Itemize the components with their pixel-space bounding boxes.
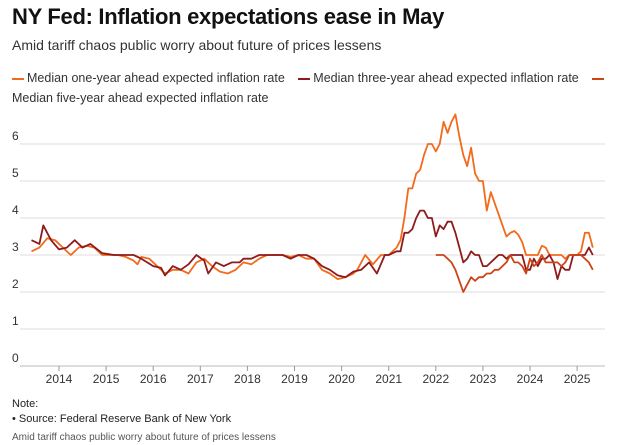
legend-swatch (12, 77, 24, 80)
x-tick-label: 2021 (375, 372, 402, 386)
x-tick-label: 2025 (564, 372, 591, 386)
legend-item-five-year: Median five-year ahead expected inflatio… (12, 71, 607, 105)
y-tick-label: 1 (12, 314, 19, 328)
y-tick-label: 0 (12, 351, 19, 365)
series-line-three-year (31, 209, 594, 280)
x-tick-label: 2022 (422, 372, 449, 386)
x-tick-label: 2016 (140, 372, 167, 386)
x-tick-label: 2018 (234, 372, 261, 386)
legend-label: Median one-year ahead expected inflation… (27, 71, 285, 85)
y-tick-label: 3 (12, 240, 19, 254)
x-tick-label: 2024 (517, 372, 544, 386)
series-line-one-year (31, 113, 594, 280)
source-note: • Source: Federal Reserve Bank of New Yo… (12, 413, 232, 425)
y-tick-label: 2 (12, 277, 19, 291)
y-tick-label: 4 (12, 203, 19, 217)
legend: Median one-year ahead expected inflation… (12, 68, 612, 108)
y-tick-label: 6 (12, 129, 19, 143)
y-tick-label: 5 (12, 166, 19, 180)
x-tick-label: 2019 (281, 372, 308, 386)
legend-swatch (592, 77, 605, 80)
legend-swatch (298, 77, 311, 80)
series-line-five-year (435, 254, 594, 293)
x-tick-label: 2017 (187, 372, 214, 386)
x-tick-label: 2015 (93, 372, 120, 386)
legend-item-three-year: Median three-year ahead expected inflati… (298, 71, 579, 85)
note-label: Note: (12, 398, 39, 410)
chart-title: NY Fed: Inflation expectations ease in M… (12, 4, 444, 29)
x-tick-label: 2014 (46, 372, 73, 386)
legend-label: Median three-year ahead expected inflati… (313, 71, 579, 85)
footer-caption: Amid tariff chaos public worry about fut… (12, 432, 276, 443)
legend-label: Median five-year ahead expected inflatio… (12, 91, 269, 105)
x-tick-label: 2020 (328, 372, 355, 386)
legend-item-one-year: Median one-year ahead expected inflation… (12, 71, 285, 85)
chart-subtitle: Amid tariff chaos public worry about fut… (12, 37, 382, 53)
x-tick-label: 2023 (470, 372, 497, 386)
